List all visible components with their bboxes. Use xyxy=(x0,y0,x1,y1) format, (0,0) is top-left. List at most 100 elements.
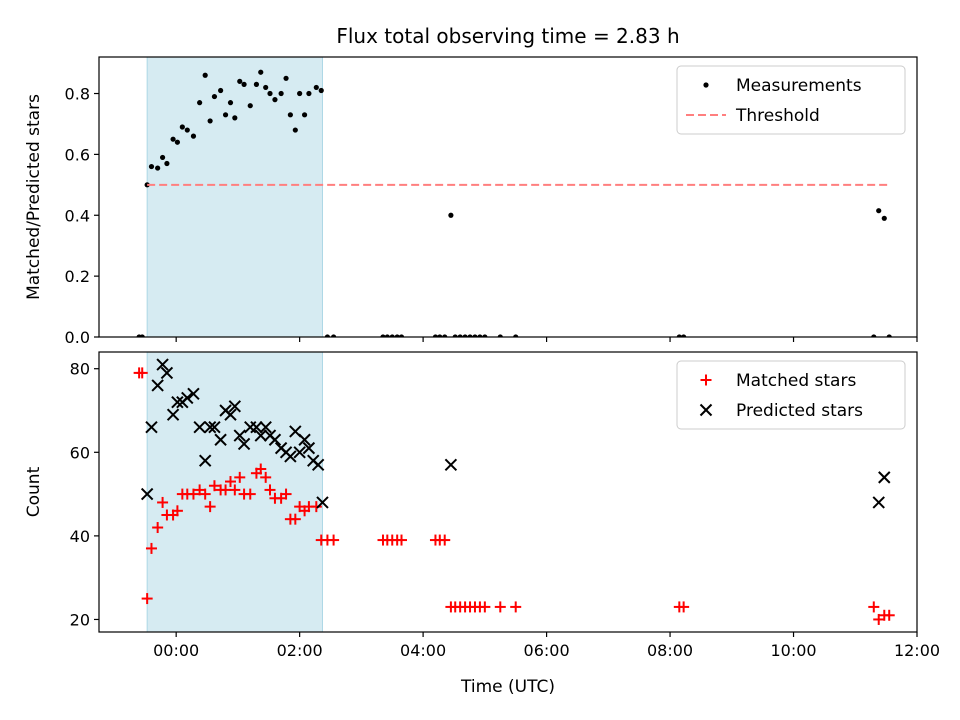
measurement-point xyxy=(155,165,161,171)
predicted-star-point xyxy=(284,450,297,463)
x-tick-label: 06:00 xyxy=(524,641,570,660)
measurement-point xyxy=(876,208,882,214)
matched-star-point xyxy=(187,488,199,500)
measurement-point xyxy=(497,334,503,337)
matched-star-point xyxy=(510,601,522,613)
plot-area xyxy=(136,69,892,337)
measurement-point xyxy=(207,118,213,124)
y-tick-label: 0.2 xyxy=(65,267,90,286)
predicted-star-point xyxy=(237,437,251,451)
y-tick-label: 40 xyxy=(70,527,90,546)
measurement-point xyxy=(292,127,298,133)
matched-star-point xyxy=(141,593,153,605)
matched-star-point xyxy=(194,484,206,496)
matched-star-point xyxy=(244,488,256,500)
measurement-point xyxy=(676,334,682,337)
measurement-point xyxy=(462,334,468,337)
predicted-star-point xyxy=(193,421,206,434)
measurement-point xyxy=(267,90,273,97)
measurement-point xyxy=(263,84,269,91)
measurement-point xyxy=(258,69,264,75)
x-axis-label: Time (UTC) xyxy=(460,677,555,697)
measurement-point xyxy=(253,81,260,87)
predicted-star-point xyxy=(208,421,221,434)
matched-star-point xyxy=(145,542,157,554)
matched-star-point xyxy=(171,505,183,517)
predicted-star-point xyxy=(151,379,164,392)
predicted-star-point xyxy=(166,408,180,421)
measurement-point xyxy=(202,72,208,78)
measurement-point xyxy=(398,334,405,337)
y-tick-label: 20 xyxy=(70,610,90,629)
legend-entry-label: Threshold xyxy=(735,106,820,126)
ratio-panel: 0.0 0.2 0.4 0.6 0.8 Matched/Predicted stars Me… xyxy=(24,56,918,347)
measurement-point xyxy=(301,112,308,118)
measurement-point xyxy=(472,334,478,337)
matched-star-point xyxy=(494,601,506,613)
legend-entry-label: Predicted stars xyxy=(736,401,863,421)
predicted-star-point xyxy=(187,387,200,400)
measurement-point xyxy=(324,334,331,337)
measurement-point xyxy=(306,90,312,97)
measurement-point xyxy=(197,100,203,106)
measurement-point xyxy=(174,139,181,145)
predicted-star-point xyxy=(259,421,272,434)
measurement-point xyxy=(681,334,687,337)
y-tick-label: 0.6 xyxy=(65,145,90,164)
legend-box xyxy=(676,65,906,135)
predicted-star-point xyxy=(160,366,174,380)
predicted-star-point xyxy=(140,487,154,501)
matched-star-point xyxy=(229,484,241,496)
predicted-star-point xyxy=(171,395,184,409)
predicted-star-point xyxy=(233,429,246,442)
predicted-star-point xyxy=(316,496,329,509)
predicted-star-point xyxy=(872,496,885,509)
matched-star-point xyxy=(264,484,276,496)
measurement-point xyxy=(190,133,197,139)
predicted-star-point xyxy=(203,421,217,434)
measurement-point xyxy=(452,334,458,337)
predicted-star-point xyxy=(302,441,316,455)
predicted-star-point xyxy=(254,429,267,442)
y-axis-label: Count xyxy=(24,466,44,517)
predicted-star-point xyxy=(878,471,891,484)
measurement-point xyxy=(272,97,278,103)
x-tick-label: 00:00 xyxy=(153,641,199,660)
measurement-point xyxy=(881,215,887,221)
matched-star-point xyxy=(868,601,880,613)
x-tick-label: 08:00 xyxy=(647,641,693,660)
matched-star-point xyxy=(199,488,211,500)
legend: Measurements Threshold xyxy=(676,65,906,135)
measurement-point xyxy=(184,127,190,133)
predicted-star-point xyxy=(293,446,306,459)
matched-star-point xyxy=(873,613,885,625)
matched-star-point xyxy=(224,476,236,488)
predicted-star-point xyxy=(214,433,227,446)
measurement-point xyxy=(179,124,185,130)
predicted-star-point xyxy=(268,433,282,446)
matched-star-point xyxy=(280,488,292,500)
y-axis-label: Matched/Predicted stars xyxy=(24,94,44,300)
predicted-star-point xyxy=(250,421,263,434)
matched-star-point xyxy=(289,513,301,525)
measurement-point xyxy=(330,334,337,337)
y-tick-label: 0.8 xyxy=(65,85,90,104)
observing-window-span xyxy=(146,56,323,338)
measurement-point xyxy=(513,334,519,337)
x-tick-label: 12:00 xyxy=(894,641,940,660)
measurement-point xyxy=(159,154,166,161)
x-tick-label: 02:00 xyxy=(277,641,323,660)
predicted-star-point xyxy=(181,391,194,405)
measurement-point xyxy=(437,334,443,337)
y-tick-label: 0.0 xyxy=(65,328,90,347)
axes-frame xyxy=(98,56,918,338)
measurement-point xyxy=(241,81,247,87)
plot-area xyxy=(133,358,895,625)
measurement-point xyxy=(218,87,224,94)
matched-star-point xyxy=(479,601,491,613)
axes-frame xyxy=(98,351,918,633)
measurement-point xyxy=(278,90,284,97)
predicted-star-point xyxy=(228,400,242,413)
measurement-point xyxy=(432,334,439,337)
